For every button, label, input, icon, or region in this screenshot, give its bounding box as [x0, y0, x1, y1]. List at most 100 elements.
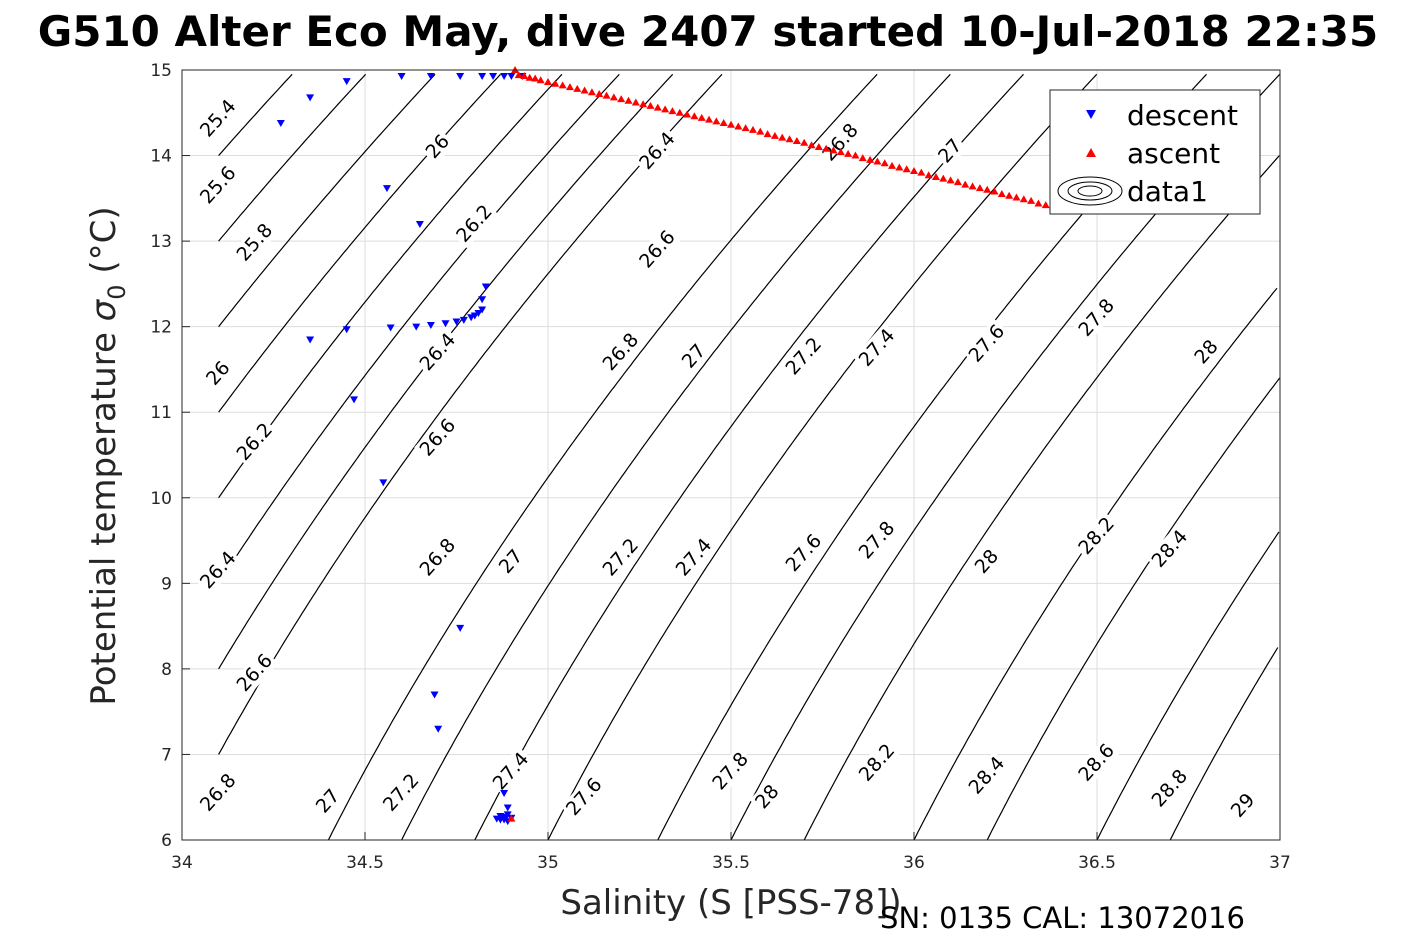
ascent-point-73: [1034, 199, 1043, 207]
contour-label-bg-8-2: [676, 338, 712, 375]
ascent-point-45: [829, 146, 838, 154]
contour-line-3: [218, 73, 501, 413]
contour-label-bg-7-3: [816, 117, 865, 167]
descent-point-14: [478, 296, 487, 304]
ascent-point-74: [1041, 201, 1050, 209]
contour-label-bg-14-1: [1072, 511, 1121, 561]
ascent-point-6: [544, 77, 552, 85]
ascent-point-70: [1012, 193, 1021, 201]
contour-label-bg-6-2: [633, 224, 682, 274]
contour-label-bg-3-1: [420, 128, 456, 165]
y-tick-label-8: 14: [150, 147, 172, 167]
descent-point-30: [430, 691, 439, 699]
ascent-point-10: [573, 84, 582, 92]
contour-line-8: [327, 73, 878, 841]
ascent-point-60: [939, 174, 948, 182]
axis-ticks: 34 34.5 35 35.5 36 36.5 37 6 7 8 9 10 11 12 13 14 15: [150, 61, 1290, 873]
contour-line-1: [218, 73, 367, 242]
ascent-point-30: [719, 119, 728, 127]
contour-label-bg-4-1: [450, 199, 499, 249]
contour-label-bg-4-0: [231, 417, 279, 467]
contour-label-bg-7-0: [194, 768, 242, 818]
ascent-point-42: [807, 141, 816, 149]
legend-ascent-label: ascent: [1127, 137, 1220, 170]
ascent-point-40: [792, 137, 801, 145]
descent-point-18: [467, 314, 476, 322]
contour-label-bg-9-2: [780, 331, 828, 381]
x-tick-label-0: 34: [171, 853, 193, 873]
contour-line-2: [218, 73, 436, 328]
descent-point-26: [306, 336, 315, 344]
ascent-point-15: [609, 93, 618, 101]
x-tick-label-5: 36.5: [1078, 853, 1116, 873]
contour-line-14: [803, 155, 1280, 841]
ascent-point-48: [851, 151, 860, 159]
density-contours: [218, 73, 1281, 841]
contour-label-bg-16-0: [1072, 738, 1121, 788]
y-axis-label-part1: Potential temperature: [84, 321, 124, 705]
x-tick-label-2: 35: [537, 853, 559, 873]
ascent-point-54: [895, 163, 904, 171]
legend-data1-label: data1: [1127, 175, 1208, 208]
contour-label-bg-11-0: [560, 772, 608, 822]
descent-point-24: [386, 324, 395, 332]
legend-box: [1049, 89, 1261, 215]
ascent-point-72: [1027, 196, 1036, 204]
ascent-point-63: [961, 180, 970, 188]
ascent-point-27: [697, 113, 706, 121]
contour-line-6: [218, 73, 674, 670]
ascent-point-23: [668, 107, 677, 115]
descent-point-5: [456, 72, 465, 80]
ascent-point-36: [763, 130, 772, 138]
descent-point-19: [459, 316, 468, 324]
contour-label-bg-5-1: [414, 327, 462, 377]
y-axis-label: Potential temperature σ0 (°C): [84, 206, 131, 705]
contour-label-bg-5-2: [633, 126, 682, 176]
contour-label-bg-15-1: [1146, 524, 1194, 574]
ascent-point-31: [727, 120, 735, 128]
ascent-point-17: [624, 96, 633, 104]
descent-point-13: [481, 283, 490, 291]
ascent-point-21: [653, 103, 662, 111]
descent-point-16: [474, 309, 483, 317]
descent-point-6: [478, 72, 487, 80]
descent-point-41: [503, 811, 512, 819]
contour-line-9: [401, 73, 951, 841]
ascent-point-35: [756, 127, 765, 135]
ascent-point-47: [844, 149, 853, 157]
descent-point-25: [342, 326, 351, 334]
descent-point-28: [379, 479, 388, 487]
contour-label-bg-6-0: [231, 648, 279, 698]
contour-label-bg-10-2: [853, 323, 901, 373]
contour-line-11: [547, 73, 1098, 841]
descent-point-31: [434, 725, 443, 733]
contour-line-5: [218, 73, 620, 584]
ascent-point-4: [531, 74, 540, 82]
descent-point-27: [350, 396, 359, 404]
contour-label-bg-12-1: [853, 515, 901, 565]
ascent-point-25: [683, 110, 692, 118]
legend-descent-marker: [1086, 110, 1096, 119]
contour-label-bg-8-1: [493, 543, 529, 580]
contour-label-bg-10-0: [487, 746, 535, 796]
y-tick-label-4: 10: [150, 489, 172, 509]
descent-point-1: [306, 94, 315, 102]
ascent-point-34: [748, 125, 757, 133]
contour-label-bg-17-0: [1146, 763, 1194, 813]
legend-data1-contour-icon: [1057, 176, 1123, 206]
descent-point-11: [382, 185, 391, 193]
ascent-point-32: [734, 122, 743, 130]
ascent-point-1: [514, 71, 523, 79]
ascent-point-71: [1019, 195, 1028, 203]
descent-point-3: [397, 72, 406, 80]
y-tick-label-1: 7: [161, 745, 172, 765]
descent-point-32: [500, 789, 509, 797]
ascent-point-28: [705, 115, 714, 123]
data-series: [276, 66, 1065, 826]
contour-line-17: [1096, 531, 1280, 841]
ascent-point-26: [690, 112, 699, 120]
y-axis-label-sigma: σ: [84, 298, 124, 321]
contour-line-18: [1169, 647, 1279, 841]
ascent-point-12: [587, 88, 596, 96]
descent-point-22: [426, 321, 435, 329]
